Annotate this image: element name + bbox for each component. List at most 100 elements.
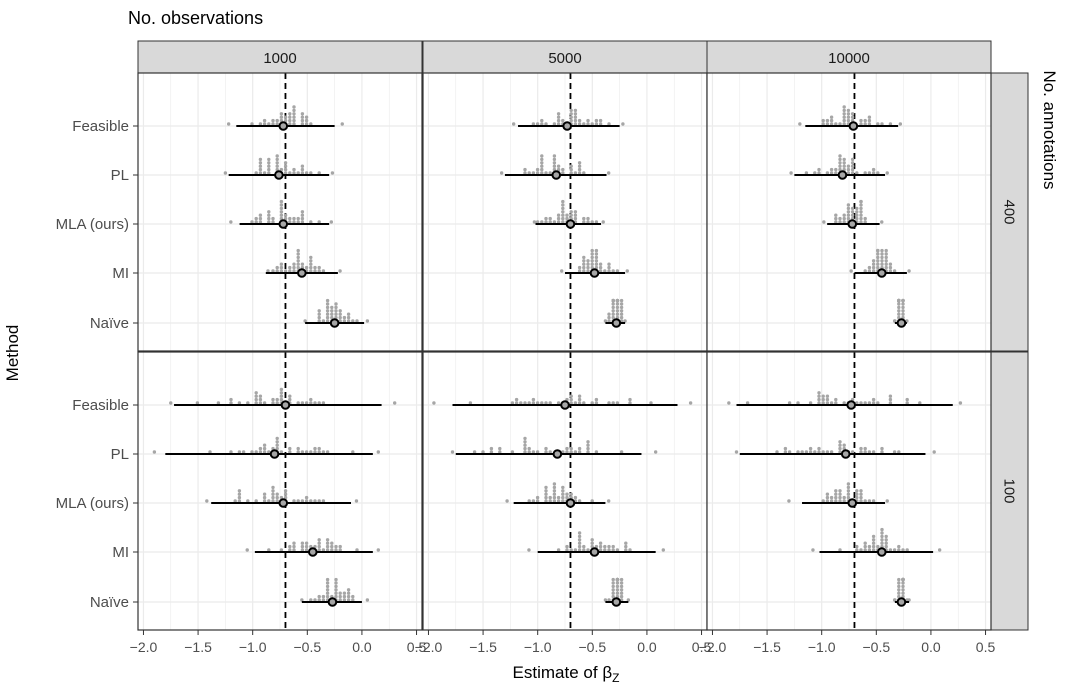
replicate-dot bbox=[842, 495, 846, 500]
replicate-dot bbox=[565, 492, 569, 496]
replicate-dot bbox=[275, 436, 279, 441]
replicate-dot bbox=[271, 220, 275, 224]
x-tick-label: −1.5 bbox=[753, 639, 781, 655]
replicate-dot bbox=[540, 401, 544, 405]
replicate-dot bbox=[334, 588, 338, 592]
replicate-dot bbox=[309, 499, 313, 503]
replicate-dot bbox=[897, 309, 901, 313]
replicate-dot bbox=[304, 499, 309, 503]
replicate-dot bbox=[321, 594, 326, 599]
x-axis-title: Estimate of βZ bbox=[513, 663, 620, 685]
replicate-dot bbox=[346, 588, 351, 592]
replicate-dot bbox=[607, 312, 611, 316]
replicate-dot bbox=[279, 450, 284, 454]
replicate-dot bbox=[846, 495, 851, 500]
replicate-dot bbox=[292, 115, 296, 119]
replicate-dot bbox=[552, 485, 557, 490]
replicate-dot bbox=[499, 171, 504, 175]
replicate-dot bbox=[544, 122, 548, 126]
replicate-dot bbox=[309, 397, 313, 402]
replicate-dot bbox=[577, 394, 582, 398]
replicate-dot bbox=[577, 544, 582, 549]
replicate-dot bbox=[267, 161, 271, 165]
replicate-dot bbox=[842, 220, 846, 224]
replicate-dot bbox=[880, 262, 884, 266]
replicate-dot bbox=[279, 115, 284, 119]
y-tick-label: Feasible bbox=[72, 397, 129, 414]
replicate-dot bbox=[283, 489, 288, 493]
replicate-dot bbox=[304, 118, 309, 123]
replicate-dot bbox=[897, 591, 901, 595]
replicate-dot bbox=[346, 594, 351, 599]
replicate-dot bbox=[850, 206, 855, 211]
replicate-dot bbox=[863, 269, 867, 273]
replicate-dot bbox=[611, 594, 615, 599]
replicate-dot bbox=[271, 118, 275, 123]
replicate-dot bbox=[535, 220, 540, 224]
replicate-dot bbox=[498, 450, 502, 454]
replicate-dot bbox=[317, 598, 321, 602]
replicate-dot bbox=[598, 118, 603, 123]
x-tick-label: −0.5 bbox=[293, 639, 321, 655]
replicate-dot bbox=[569, 213, 573, 217]
replicate-dot bbox=[540, 154, 544, 158]
replicate-dot bbox=[859, 548, 863, 552]
replicate-dot bbox=[855, 171, 859, 175]
replicate-dot bbox=[850, 210, 855, 214]
replicate-dot bbox=[565, 548, 569, 552]
replicate-dot bbox=[586, 548, 590, 552]
replicate-dot bbox=[804, 450, 809, 454]
replicate-dot bbox=[582, 544, 586, 549]
replicate-dot bbox=[859, 489, 863, 493]
replicate-dot bbox=[796, 450, 800, 454]
replicate-dot bbox=[292, 108, 296, 113]
replicate-dot bbox=[611, 588, 615, 592]
replicate-dot bbox=[275, 122, 279, 126]
replicate-dot bbox=[876, 171, 880, 175]
replicate-dot bbox=[897, 588, 901, 592]
mean-point bbox=[327, 597, 338, 607]
replicate-dot bbox=[850, 112, 855, 116]
replicate-dot bbox=[303, 319, 307, 323]
replicate-dot bbox=[598, 541, 603, 545]
mean-point bbox=[278, 498, 289, 508]
replicate-dot bbox=[292, 167, 296, 172]
replicate-dot bbox=[237, 495, 242, 500]
replicate-dot bbox=[309, 401, 313, 405]
replicate-dot bbox=[937, 548, 942, 552]
replicate-dot bbox=[292, 544, 296, 549]
replicate-dot bbox=[867, 548, 872, 552]
replicate-dot bbox=[850, 167, 855, 172]
replicate-dot bbox=[544, 450, 548, 454]
replicate-dot bbox=[342, 598, 347, 602]
y-axis-title: Method bbox=[3, 325, 22, 382]
replicate-dot bbox=[573, 171, 578, 175]
replicate-dot bbox=[292, 118, 296, 123]
replicate-dot bbox=[577, 538, 582, 542]
replicate-dot bbox=[300, 541, 305, 545]
replicate-dot bbox=[884, 534, 888, 539]
replicate-dot bbox=[817, 167, 821, 172]
replicate-dot bbox=[619, 581, 624, 585]
replicate-dot bbox=[325, 302, 330, 306]
replicate-dot bbox=[313, 265, 317, 270]
replicate-dot bbox=[275, 443, 279, 447]
replicate-dot bbox=[623, 319, 627, 323]
replicate-dot bbox=[871, 167, 876, 172]
replicate-dot bbox=[296, 499, 300, 503]
replicate-dot bbox=[569, 164, 573, 168]
replicate-dot bbox=[237, 450, 242, 454]
replicate-dot bbox=[556, 213, 561, 217]
replicate-dot bbox=[267, 171, 271, 175]
replicate-dot bbox=[607, 315, 611, 320]
replicate-dot bbox=[615, 312, 620, 316]
replicate-dot bbox=[246, 401, 250, 405]
replicate-dot bbox=[871, 538, 876, 542]
replicate-dot bbox=[296, 450, 300, 454]
replicate-dot bbox=[888, 397, 893, 402]
replicate-dot bbox=[624, 541, 628, 545]
replicate-dot bbox=[846, 167, 851, 172]
replicate-dot bbox=[342, 319, 347, 323]
replicate-dot bbox=[535, 499, 540, 503]
replicate-dot bbox=[586, 269, 590, 273]
